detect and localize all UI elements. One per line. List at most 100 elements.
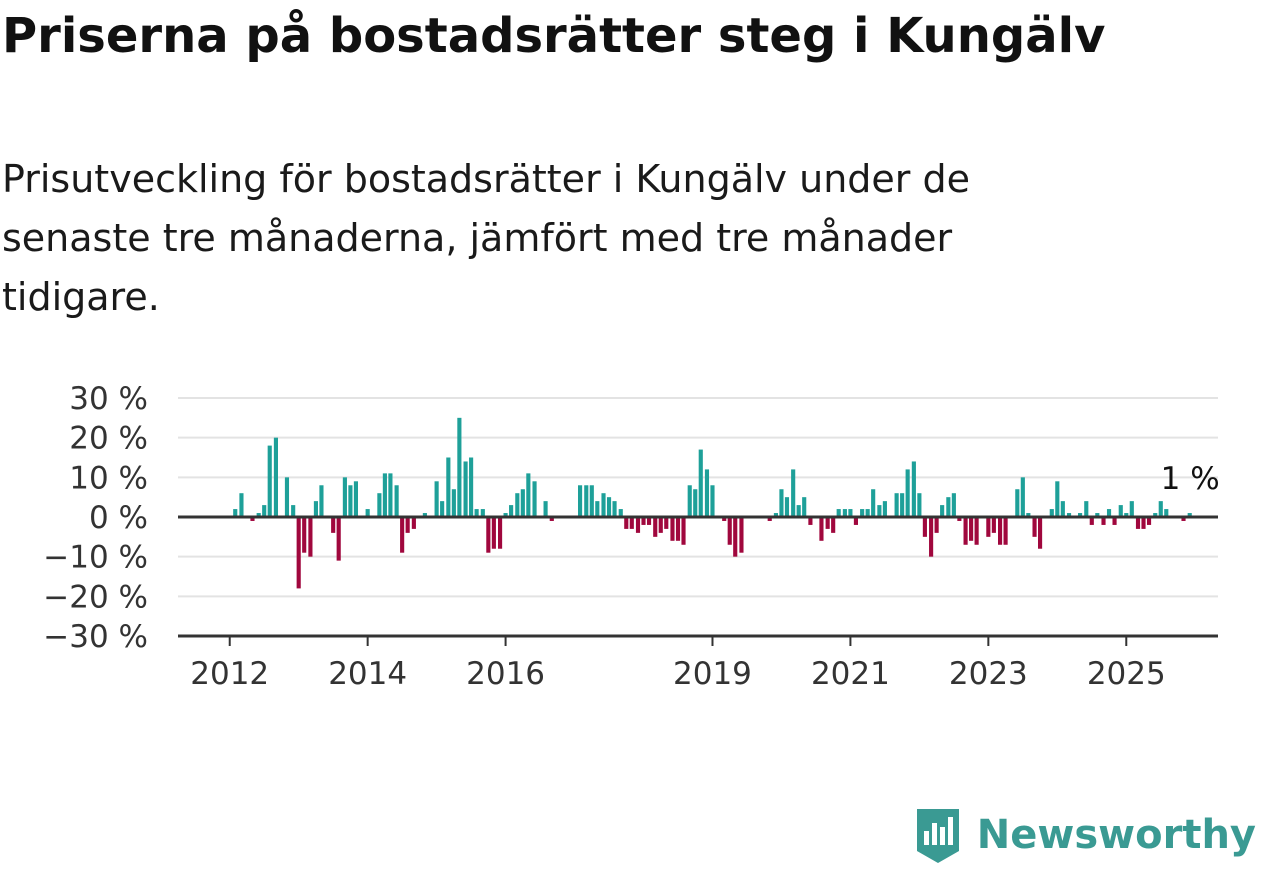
latest-value-annotation: 1 %: [1161, 461, 1220, 497]
newsworthy-logo-text: Newsworthy: [976, 812, 1256, 858]
newsworthy-logo-icon: [916, 809, 959, 863]
bar: [589, 485, 594, 517]
bar: [1164, 509, 1169, 517]
bar: [1003, 517, 1008, 545]
bar: [1106, 509, 1112, 517]
y-tick-label: 30 %: [69, 381, 148, 417]
bar: [911, 461, 916, 517]
x-axis-labels: 2012 2014 2016 2019 2021 2023 2025: [190, 636, 1166, 692]
bar-chart: 30 %20 %10 %0 %−10 %−20 %−30 % 2012 2014 2…: [43, 381, 1220, 692]
bar: [284, 477, 290, 517]
bar: [446, 457, 451, 517]
bar: [440, 501, 445, 517]
bar: [491, 517, 496, 549]
bar: [1055, 481, 1060, 517]
chart-title: Priserna på bostadsrätter steg i Kungälv: [2, 8, 1106, 64]
bar: [900, 493, 905, 517]
bar: [710, 485, 715, 517]
bar: [612, 501, 617, 517]
bar: [693, 489, 698, 517]
bar: [486, 517, 491, 553]
bar: [353, 481, 358, 517]
bar: [1020, 477, 1025, 517]
bar: [1129, 501, 1134, 517]
bar: [825, 517, 830, 529]
x-tick-label: 2021: [811, 656, 890, 692]
bar: [704, 469, 710, 517]
x-tick-label: 2023: [949, 656, 1028, 692]
bar: [457, 417, 462, 517]
x-tick-label: 2012: [190, 656, 269, 692]
bar: [543, 501, 548, 517]
bar: [802, 497, 807, 517]
bar: [894, 493, 899, 517]
bar: [291, 505, 296, 517]
bar: [382, 473, 387, 517]
bar: [601, 493, 606, 517]
bar: [1049, 509, 1054, 517]
bar: [675, 517, 681, 541]
bar: [1187, 513, 1192, 517]
bar: [549, 517, 554, 521]
bar: [946, 497, 951, 517]
bar: [963, 517, 968, 545]
bar: [646, 517, 652, 525]
bar: [664, 517, 669, 529]
bar: [658, 517, 663, 533]
bar: [1124, 513, 1129, 517]
bar: [233, 509, 238, 517]
bar: [779, 489, 784, 517]
bar: [239, 493, 244, 517]
bar: [273, 437, 278, 517]
bar: [302, 517, 307, 553]
bar: [1089, 517, 1094, 525]
bar: [1032, 517, 1037, 537]
bar: [526, 473, 531, 517]
bar: [767, 517, 772, 521]
bar: [584, 485, 589, 517]
bar: [698, 449, 703, 517]
bar: [791, 469, 796, 517]
bar: [871, 489, 876, 517]
bar: [957, 517, 962, 521]
bar: [733, 517, 738, 557]
bar: [422, 513, 427, 517]
x-tick-label: 2014: [328, 656, 407, 692]
bar: [606, 497, 612, 517]
bar: [509, 505, 514, 517]
bar: [1095, 513, 1100, 517]
x-tick-label: 2019: [673, 656, 752, 692]
y-tick-label: −30 %: [43, 619, 148, 655]
y-axis-labels: 30 % 20 %10 % 0 % −10 %−20 % −30 %: [43, 381, 148, 655]
bar: [848, 509, 853, 517]
bar: [727, 517, 732, 545]
bar: [739, 517, 744, 553]
y-tick-label: −10 %: [43, 540, 148, 576]
bar: [722, 517, 727, 521]
bar: [635, 517, 641, 533]
bar: [986, 517, 991, 537]
bar: [1118, 505, 1123, 517]
bar: [819, 517, 824, 541]
bar: [267, 445, 272, 517]
bar: [969, 517, 974, 541]
bar: [319, 485, 324, 517]
bar: [394, 485, 399, 517]
y-tick-label: 0 %: [89, 500, 148, 536]
bar: [1026, 513, 1031, 517]
bar: [1153, 513, 1158, 517]
bar: [1141, 517, 1146, 529]
grid-lines: [178, 397, 1218, 598]
bar: [331, 517, 336, 533]
bar: [515, 493, 520, 517]
bar: [520, 489, 525, 517]
bar: [336, 517, 341, 561]
bar: [1135, 517, 1141, 529]
y-tick-label: 10 %: [69, 460, 148, 496]
bar: [400, 517, 405, 553]
bar: [365, 509, 370, 517]
bar-series: [233, 417, 1192, 589]
bar: [670, 517, 675, 541]
bar: [262, 505, 267, 517]
bar: [917, 493, 922, 517]
